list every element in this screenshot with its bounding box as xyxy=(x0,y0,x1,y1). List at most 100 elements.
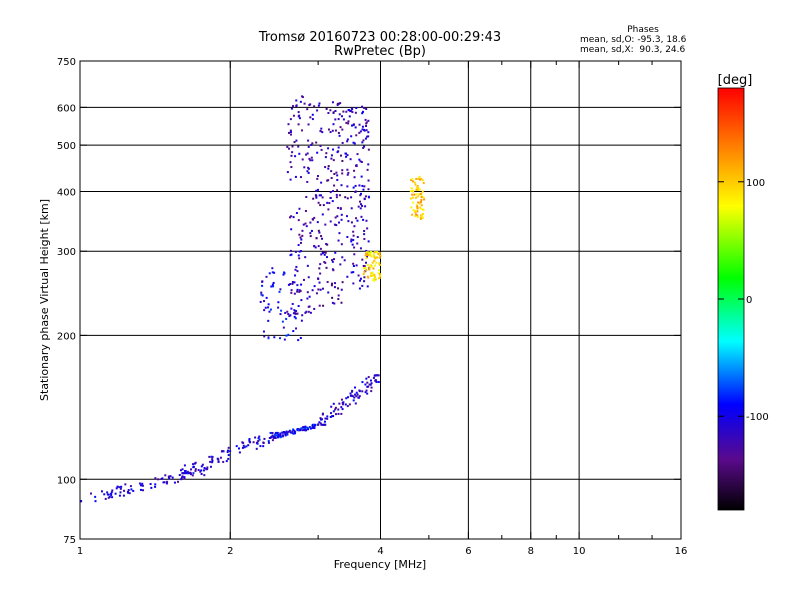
data-point xyxy=(312,423,315,426)
data-point xyxy=(290,154,293,157)
data-point xyxy=(279,337,282,340)
data-point xyxy=(365,107,368,110)
data-point xyxy=(338,232,341,235)
data-point xyxy=(374,264,377,267)
data-point xyxy=(183,477,186,480)
data-point xyxy=(319,288,322,291)
data-point xyxy=(274,434,277,437)
data-point xyxy=(342,118,345,121)
data-point xyxy=(365,254,368,257)
data-point xyxy=(330,157,333,160)
data-point xyxy=(420,199,423,202)
data-point xyxy=(307,171,310,174)
data-point xyxy=(183,476,186,479)
data-point xyxy=(420,204,423,207)
data-point xyxy=(306,291,309,294)
data-point xyxy=(410,197,413,200)
data-point xyxy=(127,491,130,494)
data-point xyxy=(361,125,364,128)
colorbar: [deg] 100 0 -100 xyxy=(717,73,769,511)
data-point xyxy=(373,251,376,254)
data-point xyxy=(363,145,366,148)
data-point xyxy=(273,336,276,339)
data-point xyxy=(298,207,301,210)
data-point xyxy=(416,207,419,210)
data-point xyxy=(354,126,357,129)
data-point xyxy=(341,141,344,144)
data-point xyxy=(335,193,338,196)
data-point xyxy=(352,399,355,402)
data-point xyxy=(252,441,255,444)
data-point xyxy=(245,445,248,448)
data-point xyxy=(203,466,206,469)
data-point xyxy=(286,145,289,148)
data-point xyxy=(367,188,370,191)
data-point xyxy=(289,133,292,136)
x-tick-label: 1 xyxy=(77,546,83,557)
data-point xyxy=(337,408,340,411)
data-point xyxy=(298,117,301,120)
data-point xyxy=(301,158,304,161)
data-point xyxy=(192,465,195,468)
data-point xyxy=(420,208,423,211)
data-point xyxy=(106,493,109,496)
data-point xyxy=(291,430,294,433)
data-point xyxy=(316,151,319,154)
data-point xyxy=(154,483,157,486)
data-point xyxy=(410,206,413,209)
data-point xyxy=(346,173,349,176)
data-point xyxy=(311,218,314,221)
data-point xyxy=(334,118,337,121)
data-point xyxy=(377,252,380,255)
data-point xyxy=(415,188,418,191)
data-point xyxy=(202,469,205,472)
data-point xyxy=(181,468,184,471)
data-point xyxy=(412,196,415,199)
data-point xyxy=(167,475,170,478)
data-point xyxy=(341,281,344,284)
data-point xyxy=(326,201,329,204)
data-point xyxy=(344,152,347,155)
data-point xyxy=(210,455,213,458)
data-point xyxy=(320,423,323,426)
data-point xyxy=(295,99,298,102)
data-point xyxy=(366,285,369,288)
data-point xyxy=(330,405,333,408)
data-point xyxy=(337,131,340,134)
data-point xyxy=(350,196,353,199)
data-point xyxy=(242,441,245,444)
data-point xyxy=(326,256,329,259)
data-point xyxy=(363,107,366,110)
data-point xyxy=(308,295,311,298)
data-point xyxy=(301,96,304,99)
data-point xyxy=(365,377,368,380)
data-point xyxy=(290,228,293,231)
data-point xyxy=(286,310,289,313)
data-point xyxy=(362,188,365,191)
data-point xyxy=(416,195,419,198)
data-point xyxy=(296,270,299,273)
data-point xyxy=(350,271,353,274)
data-point xyxy=(296,312,299,315)
data-point xyxy=(200,472,203,475)
data-point xyxy=(366,392,369,395)
data-point xyxy=(364,261,367,264)
data-point xyxy=(331,268,334,271)
colorbar-ticks: 100 0 -100 xyxy=(718,178,769,423)
data-point xyxy=(300,250,303,253)
data-point xyxy=(367,119,370,122)
data-point xyxy=(169,475,172,478)
data-point xyxy=(322,204,325,207)
data-point xyxy=(317,245,320,248)
data-point xyxy=(166,480,169,483)
data-point xyxy=(358,123,361,126)
data-point xyxy=(373,279,376,282)
data-point xyxy=(340,398,343,401)
data-point xyxy=(272,281,275,284)
data-point xyxy=(373,273,376,276)
data-point xyxy=(342,110,345,113)
data-point xyxy=(303,166,306,169)
data-point xyxy=(308,305,311,308)
data-point xyxy=(378,273,381,276)
data-point xyxy=(319,130,322,133)
